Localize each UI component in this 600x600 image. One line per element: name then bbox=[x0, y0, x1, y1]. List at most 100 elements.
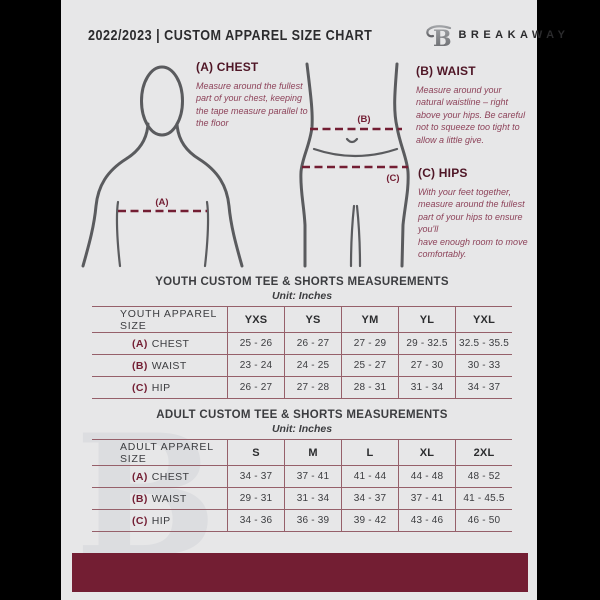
adult-chest-row: (A) CHEST 34 - 37 37 - 41 41 - 44 44 - 48… bbox=[92, 466, 512, 488]
lower-body-figure: (B) (C) bbox=[299, 62, 410, 268]
waist-heading: (B) WAIST bbox=[416, 64, 476, 78]
chest-instruction-block: (A) CHEST Measure around the fullest par… bbox=[196, 60, 312, 130]
adult-hip-row: (C) HIP 34 - 36 36 - 39 39 - 42 43 - 46 4… bbox=[92, 510, 512, 532]
measurement-diagram: (A) (B) (C) bbox=[81, 62, 410, 268]
row-label-text: CHEST bbox=[151, 337, 190, 350]
youth-chest-row: (A) CHEST 25 - 26 26 - 27 27 - 29 29 - 32… bbox=[92, 333, 512, 355]
row-label: (B) WAIST bbox=[92, 355, 227, 376]
size-cell: 34 - 36 bbox=[227, 510, 284, 531]
row-prefix: (C) bbox=[132, 381, 148, 394]
row-label-text: HIP bbox=[151, 514, 171, 527]
adult-table-title: ADULT CUSTOM TEE & SHORTS MEASUREMENTS bbox=[156, 409, 448, 421]
brand-name: BREAKAWAY bbox=[458, 29, 570, 41]
hips-instruction-text: With your feet together, measure around … bbox=[418, 187, 528, 260]
page-title: 2022/2023 | CUSTOM APPAREL SIZE CHART bbox=[88, 26, 373, 44]
youth-unit-label: Unit: Inches bbox=[271, 290, 333, 302]
table-header-cell: YM bbox=[341, 307, 398, 332]
size-cell: 27 - 30 bbox=[398, 355, 455, 376]
row-label: (B) WAIST bbox=[92, 488, 227, 509]
size-cell: 27 - 29 bbox=[341, 333, 398, 354]
table-header-cell: YOUTH APPAREL SIZE bbox=[120, 307, 217, 332]
hips-instruction-block: (C) HIPS With your feet together, measur… bbox=[418, 166, 534, 260]
row-label-text: WAIST bbox=[151, 359, 187, 372]
youth-header-row: YOUTH APPAREL SIZE YXS YS YM YL YXL bbox=[92, 306, 512, 333]
row-label: (C) HIP bbox=[92, 377, 227, 398]
table-header-cell: YS bbox=[284, 307, 341, 332]
table-header-cell: S bbox=[227, 440, 284, 465]
row-label-text: CHEST bbox=[151, 470, 190, 483]
upper-body-figure: (A) bbox=[81, 65, 244, 268]
youth-section-title: YOUTH CUSTOM TEE & SHORTS MEASUREMENTS U… bbox=[92, 276, 512, 302]
chest-marker-label: (A) bbox=[155, 197, 168, 208]
youth-hip-row: (C) HIP 26 - 27 27 - 28 28 - 31 31 - 34 3… bbox=[92, 377, 512, 399]
row-prefix: (A) bbox=[132, 470, 148, 483]
table-header-cell: YL bbox=[398, 307, 455, 332]
row-label-text: HIP bbox=[151, 381, 171, 394]
hips-heading: (C) HIPS bbox=[418, 166, 468, 180]
chest-instruction-text: Measure around the fullest part of your … bbox=[196, 81, 308, 129]
youth-table-title: YOUTH CUSTOM TEE & SHORTS MEASUREMENTS bbox=[155, 276, 449, 288]
row-prefix: (A) bbox=[132, 337, 148, 350]
row-label: (A) CHEST bbox=[92, 333, 227, 354]
size-cell: 26 - 27 bbox=[284, 333, 341, 354]
waist-instruction-block: (B) WAIST Measure around your natural wa… bbox=[416, 64, 530, 146]
table-header-cell: L bbox=[341, 440, 398, 465]
row-label-text: WAIST bbox=[151, 492, 187, 505]
size-cell: 30 - 33 bbox=[455, 355, 512, 376]
hip-curve-line bbox=[312, 147, 399, 158]
table-header-cell: M bbox=[284, 440, 341, 465]
chart-content-area: B 2022/2023 | CUSTOM APPAREL SIZE CHART … bbox=[61, 0, 565, 600]
adult-header-row: ADULT APPAREL SIZE S M L XL 2XL bbox=[92, 439, 512, 466]
adult-section-title: ADULT CUSTOM TEE & SHORTS MEASUREMENTS U… bbox=[92, 409, 512, 435]
size-cell: 34 - 37 bbox=[227, 466, 284, 487]
size-cell: 31 - 34 bbox=[398, 377, 455, 398]
row-label: (C) HIP bbox=[92, 510, 227, 531]
waist-instruction-text: Measure around your natural waistline – … bbox=[416, 85, 526, 145]
size-cell: 24 - 25 bbox=[284, 355, 341, 376]
size-cell: 26 - 27 bbox=[227, 377, 284, 398]
hips-marker-label: (C) bbox=[386, 173, 399, 184]
youth-size-table: YOUTH APPAREL SIZE YXS YS YM YL YXL (A) C… bbox=[92, 306, 512, 399]
table-header-cell: 2XL bbox=[455, 440, 512, 465]
size-cell: 39 - 42 bbox=[341, 510, 398, 531]
size-cell: 29 - 31 bbox=[227, 488, 284, 509]
breakaway-b-watermark: B bbox=[75, 397, 217, 595]
waist-marker-label: (B) bbox=[357, 114, 370, 125]
brand-lockup: B BREAKAWAY bbox=[426, 21, 569, 49]
size-cell: 41 - 45.5 bbox=[455, 488, 512, 509]
size-cell: 41 - 44 bbox=[341, 466, 398, 487]
size-cell: 37 - 41 bbox=[284, 466, 341, 487]
size-cell: 48 - 52 bbox=[455, 466, 512, 487]
table-header-cell: XL bbox=[398, 440, 455, 465]
table-header-cell: ADULT APPAREL SIZE bbox=[120, 440, 214, 465]
chest-heading: (A) CHEST bbox=[196, 60, 259, 74]
youth-waist-row: (B) WAIST 23 - 24 24 - 25 25 - 27 27 - 30… bbox=[92, 355, 512, 377]
size-cell: 37 - 41 bbox=[398, 488, 455, 509]
size-cell: 43 - 46 bbox=[398, 510, 455, 531]
size-cell: 25 - 26 bbox=[227, 333, 284, 354]
size-cell: 46 - 50 bbox=[455, 510, 512, 531]
size-cell: 29 - 32.5 bbox=[398, 333, 455, 354]
adult-waist-row: (B) WAIST 29 - 31 31 - 34 34 - 37 37 - 41… bbox=[92, 488, 512, 510]
size-cell: 32.5 - 35.5 bbox=[455, 333, 512, 354]
row-prefix: (C) bbox=[132, 514, 148, 527]
size-cell: 36 - 39 bbox=[284, 510, 341, 531]
breakaway-b-logo-icon: B bbox=[426, 25, 452, 49]
size-cell: 31 - 34 bbox=[284, 488, 341, 509]
svg-text:B: B bbox=[433, 26, 452, 49]
size-cell: 44 - 48 bbox=[398, 466, 455, 487]
size-cell: 28 - 31 bbox=[341, 377, 398, 398]
adult-size-table: ADULT APPAREL SIZE S M L XL 2XL (A) CHEST… bbox=[92, 439, 512, 532]
size-cell: 34 - 37 bbox=[341, 488, 398, 509]
page-header: 2022/2023 | CUSTOM APPAREL SIZE CHART B … bbox=[88, 20, 565, 50]
table-header-cell: YXL bbox=[455, 307, 512, 332]
adult-unit-label: Unit: Inches bbox=[271, 423, 333, 435]
table-header-cell: YXS bbox=[227, 307, 284, 332]
footer-accent-bar bbox=[72, 553, 528, 592]
row-prefix: (B) bbox=[132, 492, 148, 505]
size-cell: 27 - 28 bbox=[284, 377, 341, 398]
size-cell: 25 - 27 bbox=[341, 355, 398, 376]
row-label: (A) CHEST bbox=[92, 466, 227, 487]
row-prefix: (B) bbox=[132, 359, 148, 372]
